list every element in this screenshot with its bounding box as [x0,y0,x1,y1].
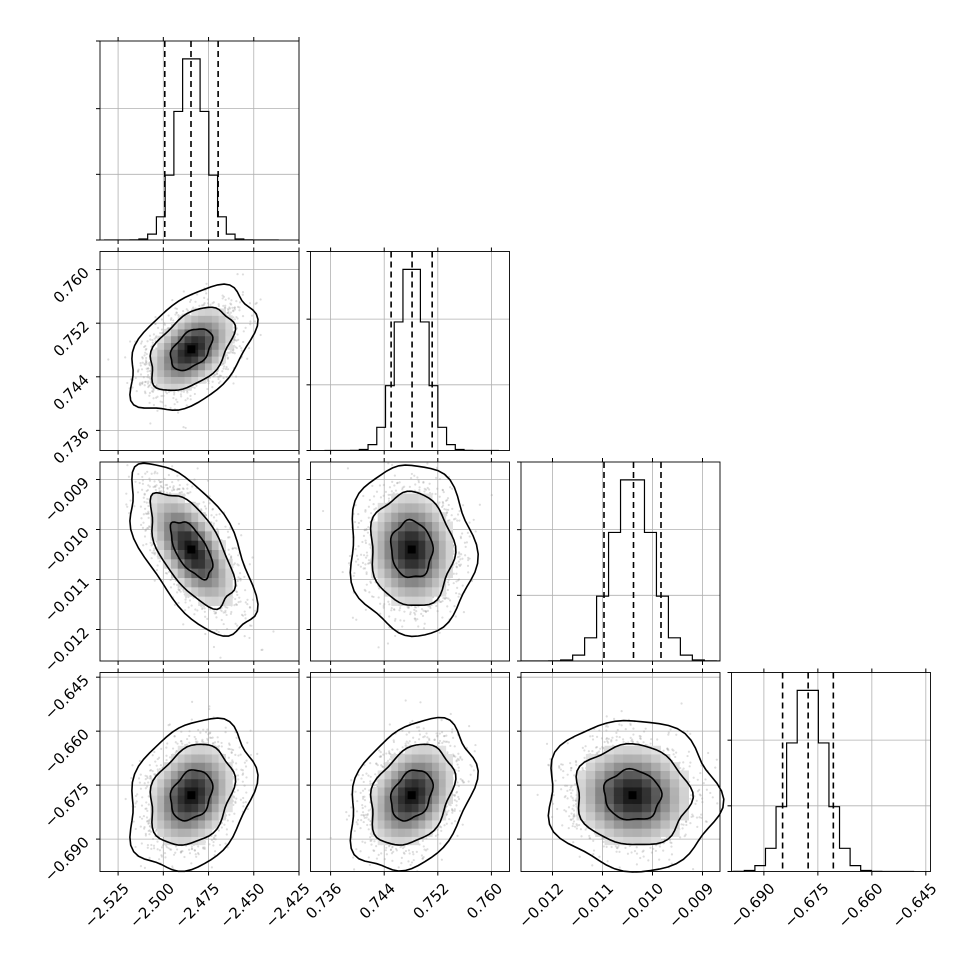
density-grid [150,745,233,846]
contour-line [369,743,457,846]
contour-line [547,719,725,873]
density-grid [150,308,233,391]
panel-frame [520,672,721,872]
x-tick-label: −0.010 [615,880,667,932]
panel-frame [310,461,510,662]
histogram-step [521,479,720,661]
panel-frame [310,251,510,451]
y-tick-label: −0.645 [41,671,93,723]
contour-line [169,328,214,372]
panel-3-3 [727,668,931,876]
y-tick-label: −0.675 [41,779,93,831]
contour-line [602,767,663,821]
density-peak [187,345,196,354]
panel-0-0 [96,37,300,244]
density-grid [576,745,689,846]
density-peak [407,791,416,800]
x-tick-label: −2.475 [171,880,223,932]
x-tick-label: 0.752 [409,880,452,923]
density-grid [370,493,453,606]
panel-frame [99,40,300,241]
x-tick-label: −2.450 [217,880,269,932]
density-peak [187,791,196,800]
x-tick-label: −0.011 [565,880,617,932]
y-tick-label: −0.012 [41,624,93,676]
panel-frame [99,461,300,662]
panel-3-0 [96,668,300,876]
x-tick-label: 0.736 [302,880,345,923]
contour-line [129,283,259,412]
contour-line [575,743,695,846]
panel-frame [731,672,931,872]
density-peak [187,545,196,554]
x-tick-label: −0.690 [727,880,779,932]
panel-frame [99,251,300,451]
y-tick-label: −0.660 [41,725,93,777]
x-tick-label: −0.660 [835,880,887,932]
contour-line [389,769,435,822]
x-tick-label: −0.009 [665,880,717,932]
y-tick-label: −0.011 [41,574,93,626]
panel-2-1 [306,458,510,665]
contour-line [349,464,480,638]
panel-2-0 [96,458,300,665]
y-tick-label: −0.009 [41,474,93,526]
contour-line [349,716,480,872]
y-tick-label: −0.010 [41,524,93,576]
contour-line [369,490,457,606]
x-tick-label: −2.525 [81,880,133,932]
x-tick-label: 0.760 [463,880,506,923]
contour-line [149,491,237,611]
panel-frame [99,672,300,872]
contour-line [149,306,237,392]
panel-1-0 [96,247,300,455]
panel-frame [310,672,510,872]
x-tick-label: −0.645 [889,880,941,932]
contour-line [169,769,214,822]
y-tick-label: 0.736 [50,424,93,467]
contour-line [389,518,435,579]
density-peak [407,545,416,554]
contour-line [169,521,214,581]
contour-line [129,462,259,637]
panel-1-1 [306,247,510,455]
panel-3-1 [306,668,510,876]
contour-line [129,717,259,873]
y-tick-label: −0.690 [41,833,93,885]
panel-3-2 [517,668,725,876]
y-tick-label: 0.752 [50,317,93,360]
y-tick-label: 0.760 [50,264,93,307]
panel-frame [520,461,721,662]
x-tick-label: −0.675 [781,880,833,932]
density-grid [150,493,233,606]
density-peak [628,791,637,800]
y-tick-label: 0.744 [50,371,93,414]
x-tick-label: −0.012 [515,880,567,932]
contour-line [149,743,237,846]
panel-2-2 [517,458,721,665]
x-tick-label: −2.500 [126,880,178,932]
x-tick-label: 0.744 [356,880,399,923]
